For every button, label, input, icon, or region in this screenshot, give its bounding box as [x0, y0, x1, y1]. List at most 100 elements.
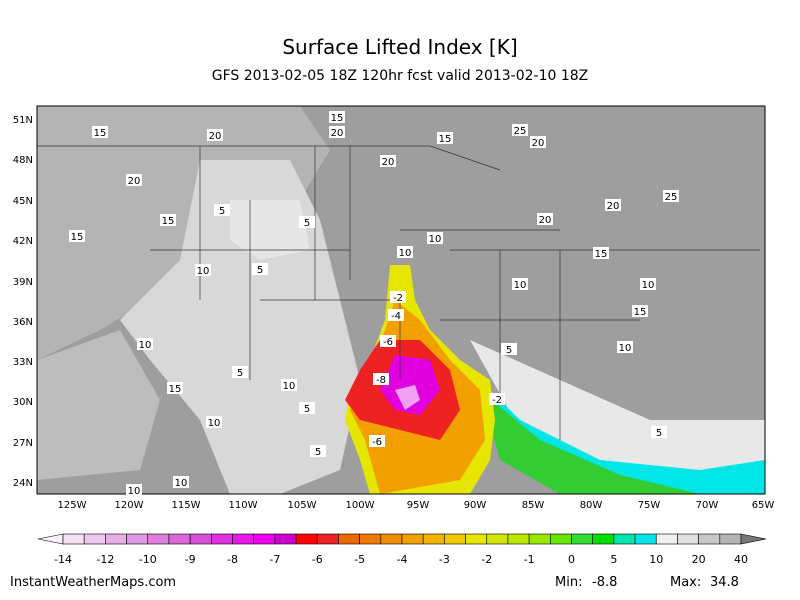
- colorbar-label: -14: [54, 553, 72, 566]
- colorbar-box: [295, 533, 318, 545]
- contour-label: 10: [139, 340, 152, 351]
- contour-label: 20: [209, 131, 222, 142]
- colorbar-label: -5: [354, 553, 365, 566]
- contour-label-bg: [92, 126, 108, 138]
- contour-label: 25: [514, 126, 527, 137]
- contour-label: 10: [642, 280, 655, 291]
- contour-label-bg: [388, 309, 404, 321]
- contour-label-bg: [640, 278, 656, 290]
- contour-label-bg: [299, 402, 315, 414]
- contour-label-bg: [160, 214, 176, 226]
- contour-label: -2: [492, 395, 502, 406]
- contour-label-bg: [427, 232, 443, 244]
- contour-label: 5: [304, 404, 310, 415]
- contour-label-bg: [593, 247, 609, 259]
- colorbar-label: -10: [139, 553, 157, 566]
- colorbar-label: -8: [227, 553, 238, 566]
- lon-label: 110W: [229, 500, 258, 511]
- contour-label: 15: [162, 216, 175, 227]
- colorbar: -14 -12 -10 -9 -8 -7 -6 -5 -4 -3 -2 -1 0 5 10 20 40: [37, 533, 767, 566]
- contour-label: 20: [128, 176, 141, 187]
- contour-label: 20: [331, 128, 344, 139]
- lat-label: 24N: [13, 478, 33, 489]
- colorbar-arrow: [740, 533, 767, 545]
- colorbar-label: -9: [185, 553, 196, 566]
- shade: [470, 340, 765, 494]
- colorbar-label: -12: [96, 553, 114, 566]
- colorbar-box: [571, 533, 593, 545]
- contour-label: 20: [607, 201, 620, 212]
- lon-label: 100W: [346, 500, 375, 511]
- colorbar-box: [338, 533, 360, 545]
- lon-label: 80W: [580, 500, 603, 511]
- contour-label: -4: [391, 311, 401, 322]
- max-label: Max:: [670, 575, 701, 590]
- lat-label: 27N: [13, 438, 33, 449]
- lat-label: 48N: [13, 155, 33, 166]
- lat-label: 51N: [13, 115, 33, 126]
- colorbar-label: 20: [692, 553, 706, 566]
- lon-label: 75W: [638, 500, 661, 511]
- contour-label: 5: [237, 368, 243, 379]
- lon-label: 85W: [522, 500, 545, 511]
- contour-label: 10: [619, 343, 632, 354]
- colorbar-box: [486, 533, 509, 545]
- contour-label: 10: [514, 280, 527, 291]
- colorbar-box: [274, 533, 297, 545]
- colorbar-label: 5: [610, 553, 617, 566]
- contour-label: 25: [665, 192, 678, 203]
- contour-label-bg: [281, 379, 297, 391]
- contour-label-bg: [512, 278, 528, 290]
- colorbar-box: [316, 533, 339, 545]
- contour-label: 15: [331, 113, 344, 124]
- contour-label: 15: [595, 249, 608, 260]
- colorbar-box: [719, 533, 742, 545]
- contour-label: 10: [175, 478, 188, 489]
- contour-label-bg: [195, 264, 211, 276]
- contour-label-bg: [530, 136, 546, 148]
- contour-label-bg: [663, 190, 679, 202]
- colorbar-box: [147, 533, 170, 545]
- contour-label: 20: [532, 138, 545, 149]
- lon-label: 115W: [172, 500, 201, 511]
- contour-label-bg: [437, 132, 453, 144]
- contour-label-bg: [380, 335, 396, 347]
- colorbar-label: -6: [312, 553, 323, 566]
- colorbar-box: [507, 533, 530, 545]
- contour-label-bg: [329, 111, 345, 123]
- lon-label: 70W: [696, 500, 719, 511]
- colorbar-label: 0: [568, 553, 575, 566]
- contour-label-bg: [329, 126, 345, 138]
- lat-label: 45N: [13, 196, 33, 207]
- contour-label: 5: [656, 428, 662, 439]
- colorbar-box: [189, 533, 212, 545]
- colorbar-box: [83, 533, 106, 545]
- contour-label: 15: [71, 232, 84, 243]
- lon-label: 95W: [407, 500, 430, 511]
- contour-label-bg: [69, 230, 85, 242]
- contour-label: 15: [634, 307, 647, 318]
- lat-label: 39N: [13, 277, 33, 288]
- contour-label: 20: [382, 157, 395, 168]
- contour-label: 5: [257, 265, 263, 276]
- contour-label: 20: [539, 215, 552, 226]
- colorbar-label: -4: [397, 553, 408, 566]
- contour-label-bg: [299, 216, 315, 228]
- lon-label: 90W: [464, 500, 487, 511]
- colorbar-box: [528, 533, 551, 545]
- lat-label: 33N: [13, 357, 33, 368]
- colorbar-box: [401, 533, 424, 545]
- colorbar-box: [465, 533, 488, 545]
- lat-label: 36N: [13, 317, 33, 328]
- colorbar-box: [168, 533, 191, 545]
- colorbar-box: [62, 533, 85, 545]
- colorbar-box: [359, 533, 382, 545]
- colorbar-box: [444, 533, 466, 545]
- contour-label-bg: [167, 382, 183, 394]
- colorbar-box: [105, 533, 127, 545]
- contour-label: 5: [219, 206, 225, 217]
- contour-label-bg: [214, 204, 230, 216]
- contour-label-bg: [369, 435, 385, 447]
- contour-label: 10: [399, 248, 412, 259]
